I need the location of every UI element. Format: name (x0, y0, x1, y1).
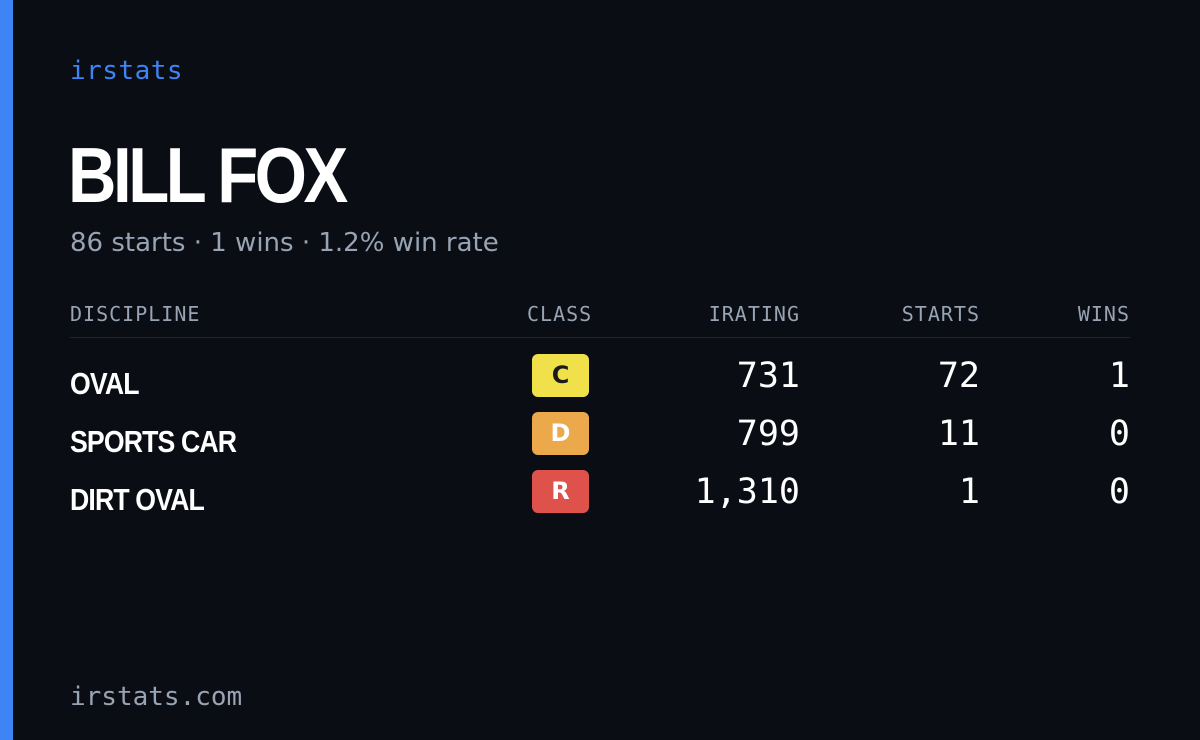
class-badge: D (532, 412, 589, 455)
row-starts: 1 (958, 472, 980, 512)
table-row: DIRT OVAL R 1,310 1 0 (70, 470, 1130, 528)
header-irating: IRATING (708, 302, 800, 326)
footer-url: irstats.com (70, 682, 243, 712)
brand-logo: irstats (70, 56, 184, 86)
driver-name: BILL FOX (68, 131, 348, 219)
table-row: SPORTS CAR D 799 11 0 (70, 412, 1130, 470)
row-discipline: SPORTS CAR (70, 424, 237, 459)
accent-bar (0, 0, 13, 740)
class-badge: R (532, 470, 589, 513)
row-irating: 1,310 (694, 472, 800, 512)
row-wins: 0 (1108, 414, 1130, 454)
header-wins: WINS (1077, 302, 1130, 326)
discipline-table: DISCIPLINE CLASS IRATING STARTS WINS OVA… (70, 300, 1130, 528)
row-irating: 799 (736, 414, 800, 454)
driver-summary: 86 starts · 1 wins · 1.2% win rate (70, 228, 499, 258)
table-header: DISCIPLINE CLASS IRATING STARTS WINS (70, 300, 1130, 338)
header-class: CLASS (527, 302, 593, 326)
table-body: OVAL C 731 72 1 SPORTS CAR D 799 11 0 DI… (70, 338, 1130, 528)
class-badge: C (532, 354, 589, 397)
row-discipline: OVAL (70, 366, 139, 401)
header-starts: STARTS (901, 302, 980, 326)
table-row: OVAL C 731 72 1 (70, 354, 1130, 412)
row-starts: 11 (937, 414, 980, 454)
row-discipline: DIRT OVAL (70, 482, 205, 517)
row-wins: 1 (1108, 356, 1130, 396)
row-starts: 72 (937, 356, 980, 396)
row-irating: 731 (736, 356, 800, 396)
header-discipline: DISCIPLINE (70, 302, 201, 326)
row-wins: 0 (1108, 472, 1130, 512)
